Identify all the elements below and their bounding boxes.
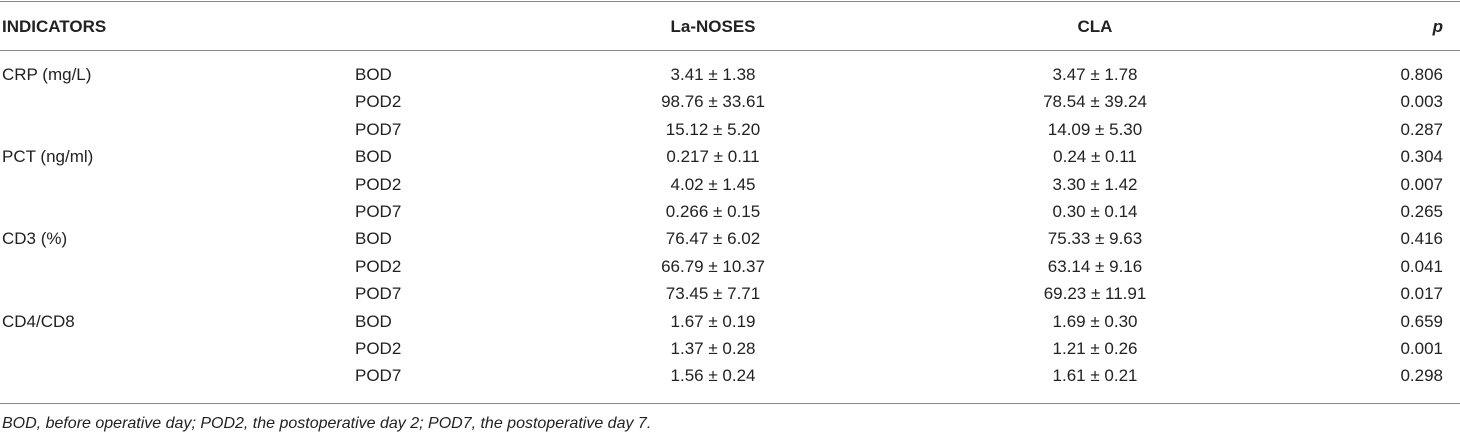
value-cell: 0.266 ± 0.15 — [665, 202, 761, 221]
value-cell: 1.56 ± 0.24 — [670, 366, 756, 386]
value-cell: 73.45 ± 7.71 — [665, 284, 761, 304]
time-cell: BOD — [355, 311, 392, 331]
p-cell: 0.041 — [1400, 256, 1443, 276]
value-cell: 4.02 ± 1.45 — [670, 174, 756, 194]
time-cell: POD7 — [355, 119, 402, 139]
header-cell: CLA — [1077, 17, 1113, 36]
p-cell: 0.001 — [1400, 339, 1443, 358]
value-cell: 63.14 ± 9.16 — [1047, 256, 1143, 276]
time-cell: POD2 — [355, 339, 402, 358]
p-cell: 0.017 — [1400, 284, 1443, 304]
time-cell: POD2 — [355, 92, 402, 112]
p-cell: 0.287 — [1400, 119, 1443, 139]
p-cell: 0.659 — [1400, 311, 1443, 331]
header-cell: INDICATORS — [2, 17, 107, 36]
time-cell: POD7 — [355, 284, 402, 304]
footnote: BOD, before operative day; POD2, the pos… — [2, 415, 652, 432]
p-cell: 0.298 — [1400, 366, 1443, 386]
bottom-rule — [0, 403, 1460, 404]
header-cell: p — [1432, 17, 1443, 36]
time-cell: POD7 — [355, 202, 402, 221]
time-cell: BOD — [355, 65, 392, 84]
time-cell: POD7 — [355, 366, 402, 386]
time-cell: POD2 — [355, 256, 402, 276]
top-rule — [0, 1, 1460, 2]
value-cell: 1.67 ± 0.19 — [670, 311, 756, 331]
value-cell: 0.217 ± 0.11 — [666, 147, 760, 167]
header-rule — [0, 50, 1460, 51]
value-cell: 1.37 ± 0.28 — [670, 339, 756, 358]
value-cell: 69.23 ± 11.91 — [1043, 284, 1147, 304]
value-cell: 0.24 ± 0.11 — [1053, 147, 1137, 167]
value-cell: 75.33 ± 9.63 — [1047, 229, 1143, 249]
p-cell: 0.003 — [1400, 92, 1443, 112]
value-cell: 66.79 ± 10.37 — [661, 256, 765, 276]
time-cell: BOD — [355, 147, 392, 167]
indicator-cell: PCT (ng/ml) — [2, 147, 94, 167]
value-cell: 0.30 ± 0.14 — [1052, 202, 1138, 221]
p-cell: 0.806 — [1400, 65, 1443, 84]
value-cell: 76.47 ± 6.02 — [665, 229, 761, 249]
p-cell: 0.007 — [1400, 174, 1443, 194]
header-cell: La-NOSES — [670, 17, 756, 36]
indicator-cell: CRP (mg/L) — [2, 65, 92, 84]
p-cell: 0.416 — [1400, 229, 1443, 249]
p-cell: 0.304 — [1400, 147, 1443, 167]
indicator-cell: CD4/CD8 — [2, 311, 75, 331]
p-cell: 0.265 — [1400, 202, 1443, 221]
value-cell: 3.47 ± 1.78 — [1052, 65, 1138, 84]
value-cell: 98.76 ± 33.61 — [661, 92, 765, 112]
value-cell: 78.54 ± 39.24 — [1043, 92, 1147, 112]
time-cell: BOD — [355, 229, 392, 249]
indicator-cell: CD3 (%) — [2, 229, 68, 249]
value-cell: 15.12 ± 5.20 — [665, 119, 761, 139]
value-cell: 14.09 ± 5.30 — [1047, 119, 1143, 139]
value-cell: 1.61 ± 0.21 — [1052, 366, 1138, 386]
value-cell: 1.21 ± 0.26 — [1052, 339, 1138, 358]
time-cell: POD2 — [355, 174, 402, 194]
value-cell: 3.30 ± 1.42 — [1052, 174, 1138, 194]
value-cell: 1.69 ± 0.30 — [1052, 311, 1138, 331]
value-cell: 3.41 ± 1.38 — [670, 65, 756, 84]
